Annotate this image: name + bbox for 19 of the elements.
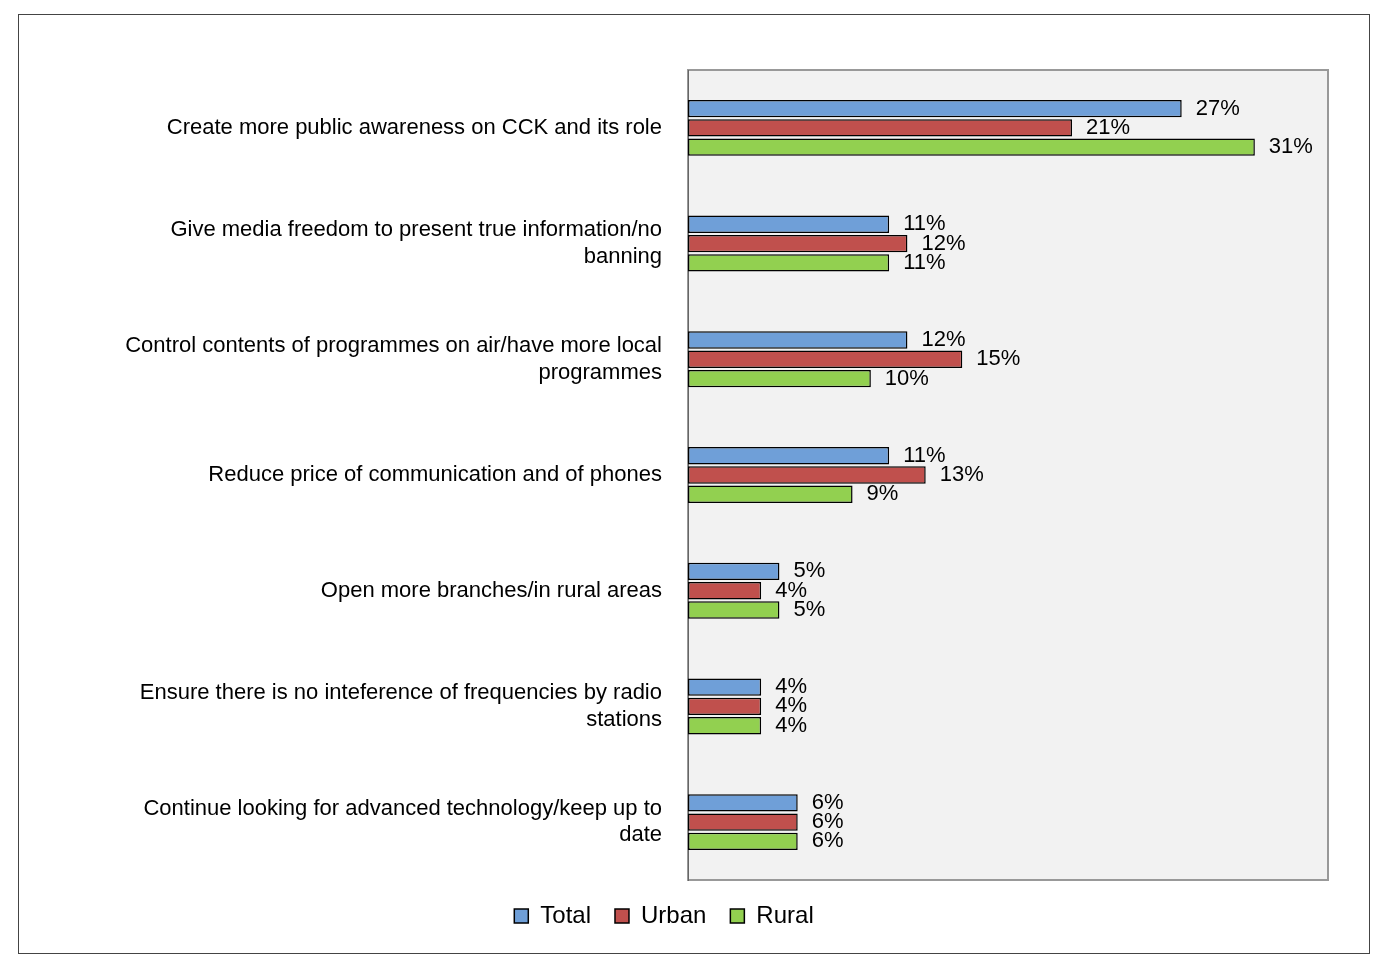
data-label: 6%: [811, 827, 844, 853]
y-tick-label: Create more public awareness on CCK and its role: [166, 113, 662, 139]
data-label: 15%: [976, 345, 1021, 371]
data-label: 27%: [1195, 94, 1240, 120]
data-label: 12%: [921, 326, 966, 352]
legend-label: Rural: [756, 900, 814, 928]
data-label: 10%: [884, 364, 929, 390]
y-tick-label: Reduce price of communication and of phones: [208, 461, 662, 487]
y-tick-label: Open more branches/in rural areas: [320, 576, 662, 602]
legend-label: Urban: [640, 900, 707, 928]
legend-label: Total: [540, 900, 591, 928]
data-label: 31%: [1268, 133, 1313, 159]
y-tick-label: Ensure there is no inteference of frequencies by radio stations: [139, 679, 662, 731]
y-tick-label: Give media freedom to present true information/no banning: [170, 216, 662, 268]
data-label: 6%: [811, 788, 844, 814]
y-tick-label: Control contents of programmes on air/have more local programmes: [125, 332, 662, 384]
y-tick-label: Continue looking for advanced technology/keep up to date: [143, 795, 662, 847]
data-label: 9%: [866, 480, 899, 506]
data-label: 21%: [1086, 113, 1131, 139]
